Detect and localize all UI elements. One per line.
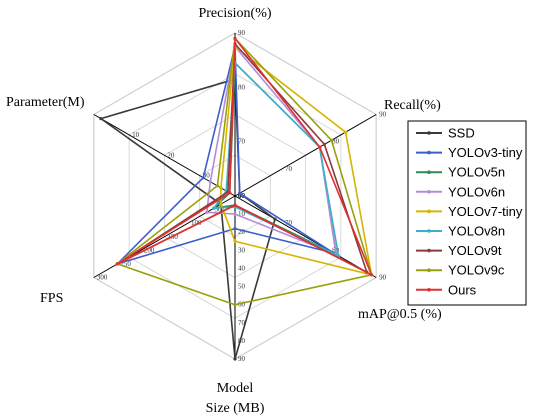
tick-label: 90: [379, 111, 387, 119]
legend-label: YOLOv9c: [448, 263, 505, 278]
series-lines: [99, 36, 374, 361]
tick-label: 300: [97, 274, 108, 282]
data-point: [318, 145, 322, 149]
tick-label: 200: [144, 246, 155, 254]
axis-title-map: mAP@0.5 (%): [358, 307, 442, 322]
tick-label: 80: [332, 138, 340, 146]
radar-grid: [93, 32, 377, 360]
tick-label: 40: [238, 264, 246, 272]
axis-title-recall: Recall(%): [384, 98, 441, 113]
tick-label: 90: [379, 274, 387, 282]
data-point: [212, 206, 216, 210]
axis-title-model-size-line2: Size (MB): [206, 401, 265, 416]
legend-marker: [427, 288, 431, 292]
data-point: [322, 142, 326, 146]
tick-label: 70: [238, 138, 246, 146]
legend-marker: [427, 190, 431, 194]
legend-label: YOLOv3-tiny: [448, 145, 523, 160]
data-point: [233, 239, 237, 243]
legend-marker: [427, 268, 431, 273]
data-point: [238, 191, 242, 195]
tick-label: 70: [285, 165, 293, 173]
data-point: [233, 227, 237, 231]
axis-title-parameter: Parameter(M): [6, 95, 85, 110]
data-point: [233, 303, 237, 307]
axis-title-precision: Precision(%): [198, 6, 271, 21]
data-point: [201, 176, 205, 180]
axis-title-fps: FPS: [40, 291, 63, 306]
tick-label: 80: [238, 337, 246, 345]
tick-label: 50: [214, 206, 222, 214]
tick-label: 60: [238, 192, 246, 200]
tick-label: 100: [191, 219, 202, 227]
data-point: [115, 262, 119, 266]
axis-spoke: [234, 114, 377, 197]
tick-label: 50: [238, 283, 246, 291]
tick-label: 90: [238, 355, 246, 363]
data-point: [233, 212, 237, 216]
legend-marker: [427, 248, 431, 253]
legend-label: YOLOv9t: [448, 243, 502, 258]
data-point: [329, 138, 334, 142]
data-point: [233, 357, 237, 361]
tick-label: 10: [132, 131, 140, 139]
tick-label: 70: [285, 219, 293, 227]
axis-ticks: 6070809060708090607080901020304050607080…: [97, 29, 387, 363]
axis-titles: Precision(%) Recall(%) mAP@0.5 (%) Model…: [6, 6, 442, 416]
data-point: [344, 130, 348, 134]
tick-label: 40: [238, 192, 246, 200]
legend-marker: [427, 229, 431, 233]
legend-label: Ours: [448, 282, 477, 297]
data-point: [273, 217, 277, 221]
tick-label: 60: [238, 301, 246, 309]
legend: SSD YOLOv3-tiny YOLOv5n YOLOv6n YOLOv7-tiny Y…: [407, 120, 527, 306]
data-point: [208, 180, 212, 184]
legend-label: YOLOv7-tiny: [448, 204, 523, 219]
axis-spoke: [234, 195, 377, 278]
legend-marker: [427, 209, 431, 214]
axis-title-model-size-line1: Model: [217, 381, 254, 396]
tick-label: 60: [238, 192, 246, 200]
data-point: [228, 191, 232, 195]
data-point: [233, 36, 237, 41]
tick-label: 60: [238, 192, 246, 200]
legend-marker: [427, 170, 431, 174]
tick-label: 90: [238, 29, 246, 37]
tick-label: 30: [203, 172, 211, 180]
tick-label: 30: [238, 246, 246, 254]
data-point: [205, 210, 209, 214]
tick-label: 70: [238, 319, 246, 327]
tick-label: 20: [167, 151, 175, 159]
data-point: [233, 203, 237, 207]
data-point: [219, 202, 223, 206]
data-point: [219, 186, 223, 190]
data-point: [369, 273, 374, 277]
tick-label: 80: [238, 83, 246, 91]
legend-label: YOLOv8n: [448, 224, 505, 239]
legend-label: YOLOv5n: [448, 165, 505, 180]
tick-label: 250: [120, 260, 131, 268]
data-point: [99, 117, 103, 121]
legend-label: YOLOv6n: [448, 184, 505, 199]
legend-label: SSD: [448, 126, 475, 141]
legend-marker: [427, 150, 431, 155]
tick-label: 20: [238, 228, 246, 236]
data-point: [215, 184, 219, 188]
legend-marker: [427, 131, 431, 135]
tick-label: 10: [238, 210, 246, 218]
